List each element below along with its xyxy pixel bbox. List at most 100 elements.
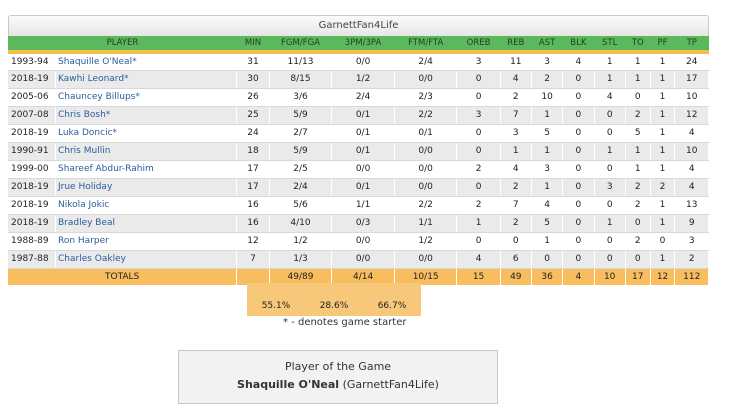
stat-cell-pts: 4 — [674, 124, 709, 143]
stat-cell-ft: 2/2 — [394, 196, 458, 215]
stat-cell-reb: 7 — [500, 106, 532, 125]
three-point-percentage: 28.6% — [305, 283, 363, 316]
season-cell: 1990-91 — [8, 142, 56, 161]
stat-cell-ast: 3 — [531, 160, 564, 179]
stat-cell-ast: 1 — [531, 178, 564, 197]
stat-cell-ft: 2/4 — [394, 52, 458, 71]
stat-cell-to: 2 — [625, 106, 651, 125]
stat-cell-stl: 1 — [594, 142, 626, 161]
stat-cell-pf: 0 — [650, 232, 676, 251]
stat-cell-pf: 1 — [650, 196, 676, 215]
stat-cell-fg: 8/15 — [269, 70, 333, 89]
stat-cell-ast: 1 — [531, 106, 564, 125]
player-link[interactable]: Nikola Jokic — [57, 200, 110, 210]
stat-cell-ft: 0/0 — [394, 142, 458, 161]
stat-cell-blk: 0 — [562, 106, 595, 125]
stat-cell-fg: 11/13 — [269, 52, 333, 71]
stat-cell-reb: 7 — [500, 196, 532, 215]
stat-cell-stl: 0 — [594, 124, 626, 143]
col-header-3p: 3PM/3PA — [331, 36, 395, 54]
stat-cell-fg: 3/6 — [269, 88, 333, 107]
shooting-percentages: 55.1% 28.6% 66.7% — [247, 283, 421, 316]
stat-cell-pts: 2 — [674, 250, 709, 269]
starter-note: * - denotes game starter — [283, 317, 407, 328]
stat-cell-tp3: 0/3 — [331, 214, 395, 233]
stat-cell-pts: 10 — [674, 88, 709, 107]
player-cell: Bradley Beal — [55, 214, 238, 233]
stat-cell-ast: 5 — [531, 214, 564, 233]
potg-title: Player of the Game — [284, 360, 392, 373]
stat-cell-reb: 1 — [500, 142, 532, 161]
stat-cell-to: 0 — [625, 214, 651, 233]
col-header-fg: FGM/FGA — [269, 36, 332, 54]
stat-cell-to: 1 — [625, 70, 651, 89]
stat-cell-blk: 4 — [562, 52, 595, 71]
player-cell: Shareef Abdur-Rahim — [55, 160, 238, 179]
player-link[interactable]: Bradley Beal — [57, 218, 116, 228]
stat-cell-to: 0 — [625, 88, 651, 107]
stat-cell-fg: 2/5 — [269, 160, 333, 179]
player-link[interactable]: Shaquille O'Neal* — [57, 56, 137, 67]
stat-cell-to: 0 — [625, 250, 651, 269]
stat-cell-oreb: 4 — [456, 250, 501, 269]
stat-cell-pts: 17 — [674, 70, 709, 89]
stat-cell-to: 2 — [625, 178, 651, 197]
table-row: 2018-19 Luka Doncic* 24 2/7 0/1 0/1 0 3 5 0 0 5 1 4 — [8, 124, 709, 143]
player-link[interactable]: Jrue Holiday — [57, 182, 113, 192]
player-link[interactable]: Kawhi Leonard* — [57, 74, 129, 84]
player-link[interactable]: Chris Mullin — [57, 146, 111, 156]
stat-cell-stl: 0 — [594, 106, 626, 125]
stat-cell-to: 1 — [625, 142, 651, 161]
stat-cell-to: 2 — [625, 196, 651, 215]
col-header-reb: REB — [500, 36, 532, 54]
stat-cell-ast: 0 — [531, 250, 564, 269]
totals-min — [236, 268, 270, 285]
player-link[interactable]: Chris Bosh* — [57, 110, 111, 120]
col-header-stl: STL — [594, 36, 626, 54]
stat-cell-ast: 1 — [531, 142, 564, 161]
potg-player-name[interactable]: Shaquille O'Neal — [237, 378, 340, 391]
stat-cell-min: 17 — [236, 178, 270, 197]
stat-cell-blk: 0 — [562, 160, 595, 179]
player-link[interactable]: Charles Oakley — [57, 254, 126, 264]
stat-cell-blk: 0 — [562, 178, 595, 197]
stat-cell-oreb: 0 — [456, 70, 501, 89]
stat-cell-pf: 2 — [650, 178, 676, 197]
season-cell: 2018-19 — [8, 214, 56, 233]
totals-label: TOTALS — [8, 268, 238, 285]
stat-cell-reb: 2 — [500, 178, 532, 197]
season-cell: 1999-00 — [8, 160, 56, 179]
stat-cell-min: 16 — [236, 196, 270, 215]
player-cell: Charles Oakley — [55, 250, 238, 269]
stat-cell-blk: 0 — [562, 250, 595, 269]
season-cell: 2007-08 — [8, 106, 56, 125]
player-link[interactable]: Chauncey Billups* — [57, 92, 140, 102]
player-link[interactable]: Shareef Abdur-Rahim — [57, 164, 154, 174]
box-score: GarnettFan4Life PLAYER MIN FGM/FGA 3PM/3… — [8, 15, 709, 285]
stat-cell-tp3: 0/0 — [331, 250, 395, 269]
stat-cell-ft: 2/3 — [394, 88, 458, 107]
fg-percentage: 55.1% — [247, 283, 305, 316]
stat-cell-ast: 3 — [531, 52, 564, 71]
stat-cell-tp3: 0/1 — [331, 106, 395, 125]
stat-cell-stl: 1 — [594, 52, 626, 71]
stat-cell-pts: 3 — [674, 232, 709, 251]
stat-cell-reb: 2 — [500, 214, 532, 233]
player-link[interactable]: Ron Harper — [57, 236, 109, 246]
table-row: 1990-91 Chris Mullin 18 5/9 0/1 0/0 0 1 1 0 1 1 1 10 — [8, 142, 709, 161]
box-score-table: PLAYER MIN FGM/FGA 3PM/3PA FTM/FTA OREB … — [8, 36, 709, 285]
totals-tp: 112 — [674, 268, 709, 285]
player-cell: Jrue Holiday — [55, 178, 238, 197]
stat-cell-ast: 2 — [531, 70, 564, 89]
stat-cell-oreb: 3 — [456, 106, 501, 125]
col-header-blk: BLK — [562, 36, 595, 54]
stat-cell-ast: 10 — [531, 88, 564, 107]
season-cell: 2005-06 — [8, 88, 56, 107]
stat-cell-to: 2 — [625, 232, 651, 251]
season-cell: 2018-19 — [8, 178, 56, 197]
stat-cell-min: 12 — [236, 232, 270, 251]
stat-cell-pts: 24 — [674, 52, 709, 71]
player-link[interactable]: Luka Doncic* — [57, 128, 118, 138]
stat-cell-blk: 0 — [562, 142, 595, 161]
totals-row: TOTALS 49/89 4/14 10/15 15 49 36 4 10 17… — [8, 268, 709, 285]
